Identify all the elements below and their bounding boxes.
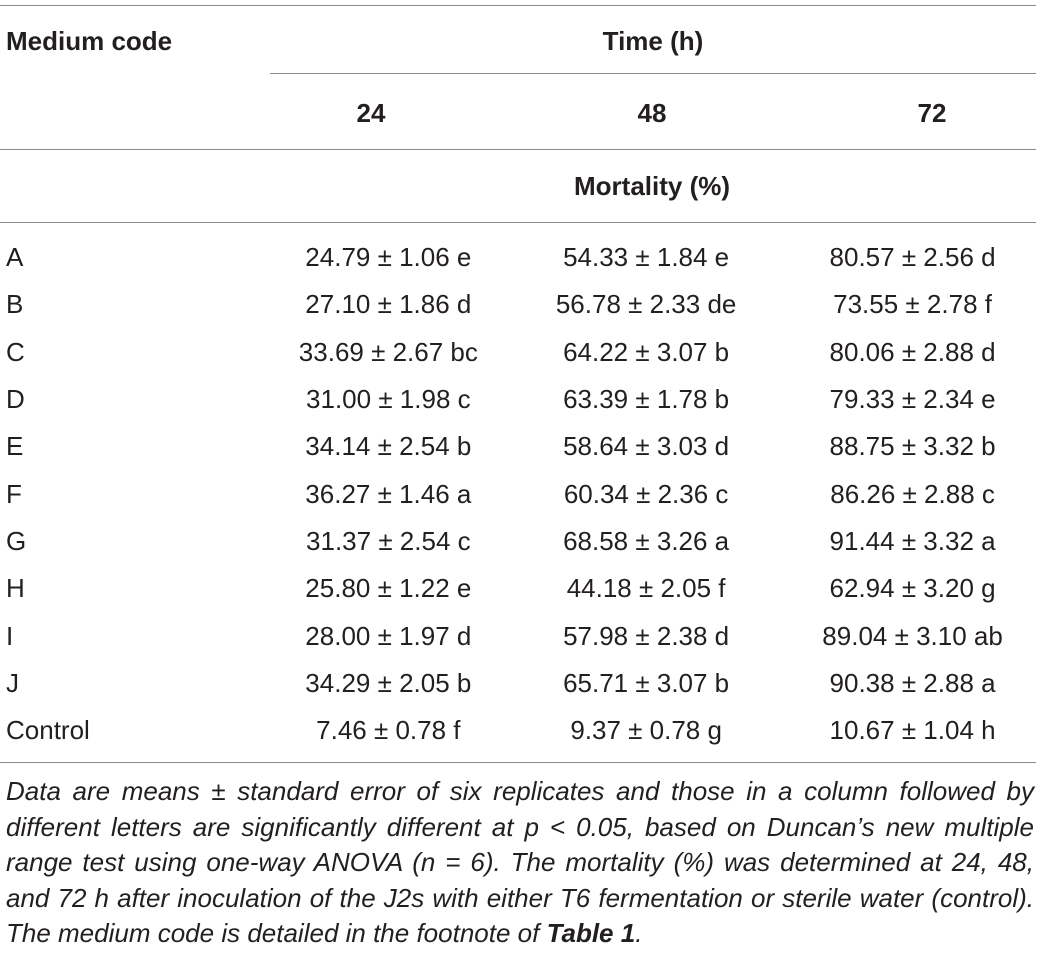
column-header-24: 24 [356, 98, 386, 128]
medium-code-cell: E [6, 431, 24, 462]
footnote-end: . [635, 918, 643, 948]
medium-code-cell: C [6, 336, 25, 367]
top-rule [0, 5, 1036, 6]
table-row: B 27.10 ± 1.86 d 56.78 ± 2.33 de 73.55 ± 2.… [0, 281, 1041, 328]
mortality-24h-cell: 33.69 ± 2.67 bc [298, 336, 478, 367]
mortality-72h-cell: 80.06 ± 2.88 d [829, 336, 996, 367]
mortality-24h-cell: 7.46 ± 0.78 f [316, 715, 461, 746]
medium-code-cell: G [6, 525, 27, 556]
medium-code-cell: H [6, 573, 25, 604]
mortality-48h-cell: 54.33 ± 1.84 e [563, 242, 730, 273]
medium-code-cell: I [6, 620, 14, 651]
mortality-72h-cell: 89.04 ± 3.10 ab [822, 620, 1003, 651]
table-row: A 24.79 ± 1.06 e 54.33 ± 1.84 e 80.57 ± 2.5… [0, 234, 1041, 281]
table-row: Control 7.46 ± 0.78 f 9.37 ± 0.78 g 10.67 ±… [0, 707, 1041, 754]
table-footnote: Data are means ± standard error of six r… [6, 774, 1034, 952]
mortality-48h-cell: 68.58 ± 3.26 a [563, 525, 730, 556]
mortality-24h-cell: 27.10 ± 1.86 d [305, 289, 472, 320]
mortality-72h-cell: 10.67 ± 1.04 h [829, 715, 996, 746]
mortality-72h-cell: 79.33 ± 2.34 e [829, 384, 996, 415]
time-header-rule [270, 73, 1036, 74]
medium-code-cell: Control [6, 715, 90, 746]
column-header-72: 72 [917, 98, 947, 128]
mortality-24h-cell: 28.00 ± 1.97 d [305, 620, 472, 651]
medium-code-cell: F [6, 478, 22, 509]
table-row: G 31.37 ± 2.54 c 68.58 ± 3.26 a 91.44 ± 3.3… [0, 518, 1041, 565]
mortality-24h-cell: 36.27 ± 1.46 a [305, 478, 472, 509]
mortality-48h-cell: 56.78 ± 2.33 de [555, 289, 737, 320]
table-bottom-rule [0, 762, 1036, 763]
table-row: D 31.00 ± 1.98 c 63.39 ± 1.78 b 79.33 ± 2.3… [0, 376, 1041, 423]
medium-code-header: Medium code [6, 26, 173, 56]
medium-code-cell: J [6, 667, 19, 698]
column-header-rule [0, 149, 1036, 150]
medium-code-cell: D [6, 384, 25, 415]
mortality-subheader: Mortality (%) [574, 171, 730, 201]
table-row: J 34.29 ± 2.05 b 65.71 ± 3.07 b 90.38 ± 2.8… [0, 660, 1041, 707]
mortality-48h-cell: 58.64 ± 3.03 d [563, 431, 730, 462]
column-header-48: 48 [637, 98, 667, 128]
mortality-72h-cell: 91.44 ± 3.32 a [829, 525, 996, 556]
mortality-table: A 24.79 ± 1.06 e 54.33 ± 1.84 e 80.57 ± 2.5… [0, 234, 1041, 754]
mortality-24h-cell: 24.79 ± 1.06 e [305, 242, 472, 273]
subheader-rule [0, 222, 1036, 223]
table-row: I 28.00 ± 1.97 d 57.98 ± 2.38 d 89.04 ± 3.1… [0, 612, 1041, 659]
mortality-72h-cell: 90.38 ± 2.88 a [829, 667, 996, 698]
mortality-24h-cell: 34.14 ± 2.54 b [305, 431, 472, 462]
table-row: F 36.27 ± 1.46 a 60.34 ± 2.36 c 86.26 ± 2.8… [0, 470, 1041, 517]
footnote-table-reference: Table 1 [546, 918, 636, 948]
mortality-72h-cell: 73.55 ± 2.78 f [833, 289, 992, 320]
mortality-24h-cell: 34.29 ± 2.05 b [305, 667, 472, 698]
mortality-48h-cell: 57.98 ± 2.38 d [563, 620, 730, 651]
mortality-72h-cell: 86.26 ± 2.88 c [830, 478, 995, 509]
mortality-48h-cell: 65.71 ± 3.07 b [563, 667, 730, 698]
mortality-72h-cell: 88.75 ± 3.32 b [829, 431, 996, 462]
mortality-48h-cell: 44.18 ± 2.05 f [566, 573, 726, 604]
mortality-72h-cell: 62.94 ± 3.20 g [829, 573, 996, 604]
mortality-24h-cell: 31.00 ± 1.98 c [306, 384, 471, 415]
mortality-48h-cell: 9.37 ± 0.78 g [570, 715, 722, 746]
medium-code-cell: B [6, 289, 24, 320]
mortality-48h-cell: 60.34 ± 2.36 c [563, 478, 729, 509]
footnote-text: Data are means ± standard error of six r… [6, 776, 1034, 948]
mortality-24h-cell: 25.80 ± 1.22 e [305, 573, 472, 604]
medium-code-cell: A [6, 242, 24, 273]
time-header: Time (h) [602, 26, 704, 56]
mortality-24h-cell: 31.37 ± 2.54 c [306, 525, 471, 556]
table-row: H 25.80 ± 1.22 e 44.18 ± 2.05 f 62.94 ± 3.2… [0, 565, 1041, 612]
table-row: E 34.14 ± 2.54 b 58.64 ± 3.03 d 88.75 ± 3.3… [0, 423, 1041, 470]
mortality-48h-cell: 63.39 ± 1.78 b [563, 384, 730, 415]
mortality-72h-cell: 80.57 ± 2.56 d [829, 242, 996, 273]
mortality-48h-cell: 64.22 ± 3.07 b [563, 336, 730, 367]
table-body: A 24.79 ± 1.06 e 54.33 ± 1.84 e 80.57 ± 2.5… [0, 234, 1041, 754]
table-row: C 33.69 ± 2.67 bc 64.22 ± 3.07 b 80.06 ± 2.… [0, 329, 1041, 376]
